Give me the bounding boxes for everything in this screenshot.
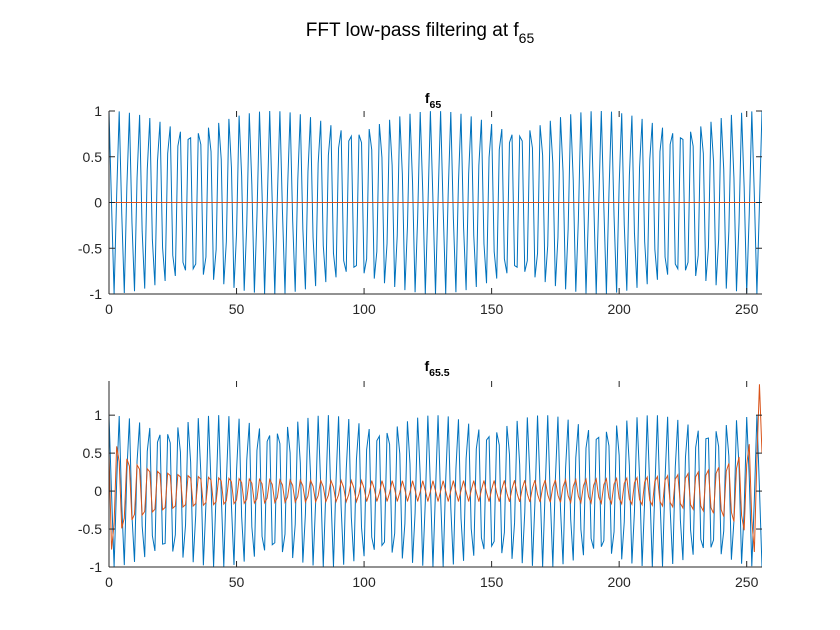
figure-title-subscript: 65 (519, 30, 535, 46)
subplot-f65-5-title-subscript: 65.5 (429, 367, 450, 379)
subplot-f65-5-plot-area: 0 50 100 150 200 250 -1 -0.5 0 0.5 1 (78, 381, 762, 590)
y-tick-label: -0.5 (78, 521, 102, 537)
x-tick-label: 150 (480, 301, 504, 317)
y-tick-label: 0 (94, 195, 102, 211)
y-tick-label: 0.5 (83, 445, 103, 461)
subplot-f65-title-subscript: 65 (429, 99, 441, 111)
x-tick-label: 200 (607, 574, 631, 590)
y-tick-label: -1 (90, 559, 103, 575)
subplot-f65-title: f65 (425, 90, 442, 111)
y-tick-label: 1 (94, 407, 102, 423)
x-tick-label: 50 (229, 574, 245, 590)
x-tick-label: 200 (607, 301, 631, 317)
subplot-f65-5-title-main: f (424, 358, 429, 374)
subplot-f65: f65 0 50 100 150 200 250 -1 -0.5 0 0.5 1 (78, 90, 762, 317)
subplot-f65-5-title: f65.5 (424, 358, 449, 379)
subplot-f65-5: f65.5 0 50 100 150 200 250 -1 -0.5 0 0.5 1 (78, 358, 762, 590)
y-tick-label: -0.5 (78, 240, 102, 256)
x-tick-label: 250 (735, 301, 759, 317)
series-1-line (109, 384, 762, 552)
y-tick-label: 1 (94, 103, 102, 119)
x-tick-label: 100 (352, 574, 376, 590)
y-tick-label: -1 (90, 286, 103, 302)
y-tick-label: 0 (94, 483, 102, 499)
subplot-f65-plot-area: 0 50 100 150 200 250 -1 -0.5 0 0.5 1 (78, 103, 762, 317)
x-tick-label: 100 (352, 301, 376, 317)
figure-title-main: FFT low-pass filtering at f (306, 20, 520, 41)
x-tick-label: 0 (105, 301, 113, 317)
x-tick-label: 0 (105, 574, 113, 590)
y-tick-label: 0.5 (83, 149, 103, 165)
x-tick-label: 150 (480, 574, 504, 590)
x-tick-label: 50 (229, 301, 245, 317)
x-tick-label: 250 (735, 574, 759, 590)
figure-title: FFT low-pass filtering at f65 (306, 20, 535, 46)
series-0-line (109, 111, 762, 294)
subplot-f65-title-main: f (425, 90, 430, 106)
